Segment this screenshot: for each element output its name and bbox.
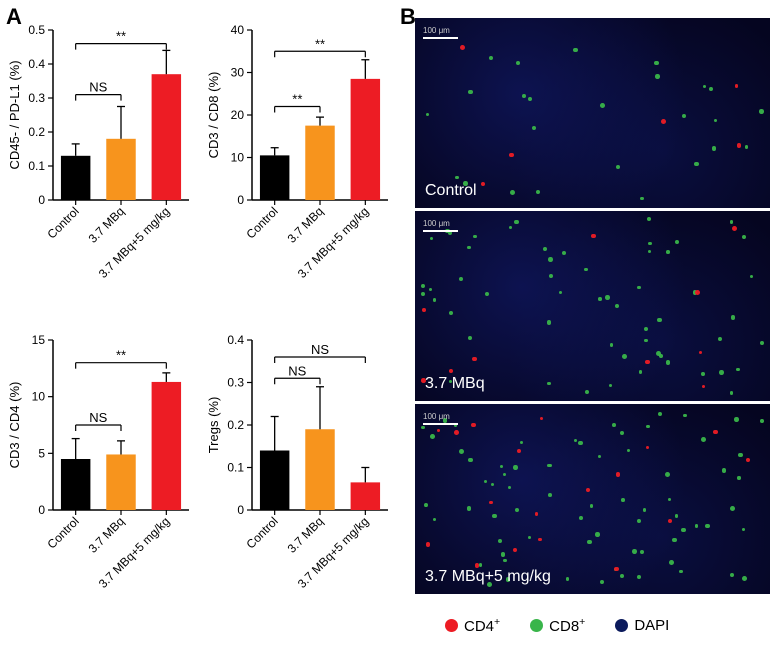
svg-text:0.5: 0.5 (28, 23, 45, 37)
svg-text:Control: Control (45, 514, 82, 551)
legend-item: CD8+ (530, 616, 585, 635)
micrograph-caption: Control (425, 182, 477, 200)
svg-text:10: 10 (231, 151, 245, 165)
svg-text:3.7 MBq: 3.7 MBq (285, 204, 327, 246)
svg-text:0: 0 (237, 503, 244, 517)
legend-dot-icon (445, 619, 458, 632)
micrograph: 100 μm 3.7 MBq+5 mg/kg (415, 404, 770, 594)
micrograph-caption: 3.7 MBq (425, 375, 485, 393)
svg-text:15: 15 (32, 333, 46, 347)
svg-text:10: 10 (32, 390, 46, 404)
svg-text:**: ** (315, 36, 325, 51)
svg-text:NS: NS (311, 342, 329, 357)
svg-text:**: ** (116, 29, 126, 44)
svg-text:0.1: 0.1 (28, 159, 45, 173)
svg-text:3.7 MBq: 3.7 MBq (86, 514, 128, 556)
micrograph: 100 μm Control (415, 18, 770, 208)
scale-bar: 100 μm (423, 26, 458, 39)
svg-text:3.7 MBq: 3.7 MBq (86, 204, 128, 246)
legend-label: CD8+ (549, 616, 585, 635)
figure-root: A 00.10.20.30.40.5CD45- / PD-L1 (%)Contr… (0, 0, 783, 647)
svg-text:0: 0 (38, 503, 45, 517)
svg-text:0: 0 (237, 193, 244, 207)
svg-text:Tregs (%): Tregs (%) (206, 397, 221, 454)
svg-text:NS: NS (288, 363, 306, 378)
legend-dot-icon (530, 619, 543, 632)
panel-b: B 100 μm Control 100 μm 3.7 MBq 100 μm 3.7 MB… (400, 0, 783, 647)
micrograph: 100 μm 3.7 MBq (415, 211, 770, 401)
svg-text:0.3: 0.3 (28, 91, 45, 105)
svg-text:**: ** (292, 92, 302, 107)
svg-text:0: 0 (38, 193, 45, 207)
svg-text:0.4: 0.4 (28, 57, 45, 71)
legend-item: CD4+ (445, 616, 500, 635)
svg-text:CD3 / CD8 (%): CD3 / CD8 (%) (206, 72, 221, 159)
chart-cd3-cd8: 010203040CD3 / CD8 (%)Control3.7 MBq3.7 … (204, 20, 395, 320)
svg-text:20: 20 (231, 108, 245, 122)
chart-cd45-pdl1: 0 0.1 0.2 0.3 0.4 0.5 CD45- / PD-L1 (%) Control… (5, 20, 196, 320)
chart-cd3-cd4: 051015CD3 / CD4 (%)Control3.7 MBq3.7 MBq… (5, 330, 196, 630)
charts-grid: 0 0.1 0.2 0.3 0.4 0.5 CD45- / PD-L1 (%) Control… (5, 20, 395, 630)
svg-text:3.7 MBq: 3.7 MBq (285, 514, 327, 556)
svg-text:NS: NS (89, 410, 107, 425)
svg-text:CD45- / PD-L1 (%): CD45- / PD-L1 (%) (7, 60, 22, 169)
svg-text:5: 5 (38, 446, 45, 460)
legend-label: DAPI (634, 617, 669, 634)
scale-bar: 100 μm (423, 219, 458, 232)
svg-text:0.2: 0.2 (227, 418, 244, 432)
legend-item: DAPI (615, 617, 669, 634)
panel-b-legend: CD4+ CD8+ DAPI (445, 616, 669, 635)
svg-text:**: ** (116, 348, 126, 363)
scale-bar: 100 μm (423, 412, 458, 425)
micrograph-stack: 100 μm Control 100 μm 3.7 MBq 100 μm 3.7 MBq+… (415, 18, 770, 597)
svg-text:40: 40 (231, 23, 245, 37)
svg-text:0.2: 0.2 (28, 125, 45, 139)
svg-text:30: 30 (231, 66, 245, 80)
svg-text:CD3 / CD4 (%): CD3 / CD4 (%) (7, 382, 22, 469)
svg-text:Control: Control (244, 204, 281, 241)
panel-a: A 00.10.20.30.40.5CD45- / PD-L1 (%)Contr… (0, 0, 400, 647)
chart-tregs: 00.10.20.30.4Tregs (%)Control3.7 MBq3.7 … (204, 330, 395, 630)
svg-text:0.4: 0.4 (227, 333, 244, 347)
panel-b-label: B (400, 4, 416, 30)
svg-text:Control: Control (244, 514, 281, 551)
legend-dot-icon (615, 619, 628, 632)
micrograph-caption: 3.7 MBq+5 mg/kg (425, 568, 551, 586)
svg-text:0.1: 0.1 (227, 461, 244, 475)
svg-text:Control: Control (45, 204, 82, 241)
svg-text:NS: NS (89, 80, 107, 95)
svg-text:0.3: 0.3 (227, 376, 244, 390)
legend-label: CD4+ (464, 616, 500, 635)
